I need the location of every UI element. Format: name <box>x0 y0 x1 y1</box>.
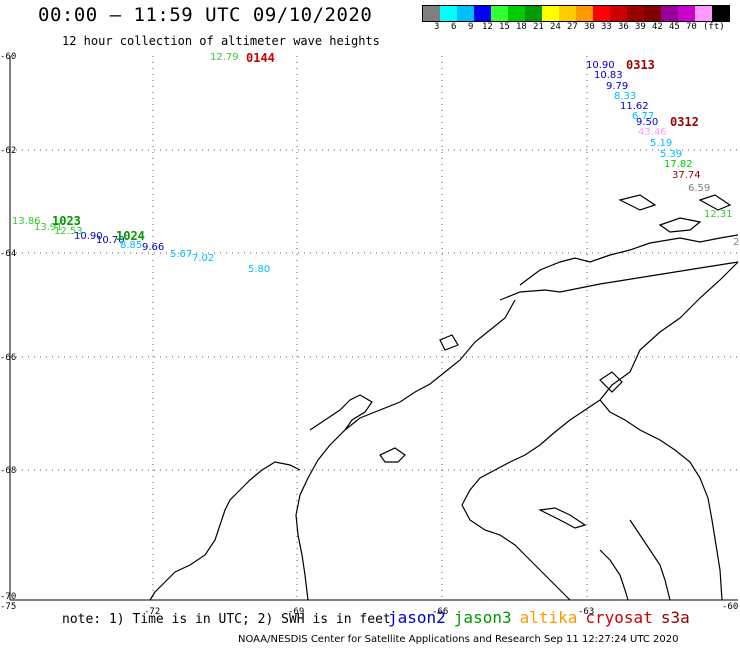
color-scale-label: 12 <box>482 22 493 32</box>
color-swatch <box>559 6 576 21</box>
wave-height-value: 10.90 <box>74 231 103 242</box>
satellite-name: cryosat <box>585 608 653 627</box>
wave-height-value: 12.79 <box>210 52 239 63</box>
color-scale-label: 39 <box>635 22 646 32</box>
wave-height-value: 11.62 <box>620 101 649 112</box>
wave-height-value: 10.83 <box>594 70 623 81</box>
satellite-legend: jason2 jason3 altika cryosat s3a <box>388 608 698 627</box>
wave-height-value: 37.74 <box>672 170 701 181</box>
color-scale-label: 9 <box>468 22 474 32</box>
pass-time-label: 0144 <box>246 51 275 65</box>
wave-height-value: 6.59 <box>688 183 711 194</box>
color-swatch <box>644 6 661 21</box>
color-scale-labels: 3 6 9 12 15 18 21 24 27 30 33 36 39 42 45 70 (ft) <box>422 22 740 34</box>
wave-height-value: 5.39 <box>660 149 683 160</box>
color-scale-label: 45 <box>669 22 680 32</box>
wave-height-value: 7.02 <box>192 253 215 264</box>
satellite-name: jason3 <box>453 608 512 627</box>
color-swatch <box>525 6 542 21</box>
color-swatch <box>457 6 474 21</box>
wave-height-value: 17.82 <box>664 159 693 170</box>
color-scale-label: (ft) <box>703 22 725 32</box>
color-scale-label: 36 <box>618 22 629 32</box>
color-swatch <box>593 6 610 21</box>
wave-height-value: 9.50 <box>636 117 659 128</box>
map-gridlines <box>10 56 738 600</box>
wave-height-value: 9.79 <box>606 81 629 92</box>
latitude-label: -68 <box>0 466 17 476</box>
color-swatch <box>508 6 525 21</box>
pass-time-label: 0313 <box>626 58 655 72</box>
wave-height-value: 10.90 <box>586 60 615 71</box>
color-scale-label: 27 <box>567 22 578 32</box>
wave-height-value: 9.66 <box>142 242 165 253</box>
wave-height-value: 8.85 <box>120 240 143 251</box>
pass-time-label: 1023 <box>52 214 81 228</box>
longitude-label: -66 <box>432 607 449 617</box>
color-scale-label: 6 <box>451 22 457 32</box>
pass-time-label: 1024 <box>116 229 145 243</box>
footer-credit: NOAA/NESDIS Center for Satellite Applica… <box>238 634 679 645</box>
color-swatch <box>610 6 627 21</box>
latitude-label: -70 <box>0 592 17 602</box>
wave-height-value: 5.19 <box>650 138 673 149</box>
color-scale-label: 30 <box>584 22 595 32</box>
wave-height-value: 12.53 <box>54 226 83 237</box>
wave-height-value: 2 <box>733 237 740 248</box>
color-swatch <box>542 6 559 21</box>
longitude-label: -69 <box>288 607 305 617</box>
pass-time-label: 0312 <box>670 115 699 129</box>
wave-height-value: 5.80 <box>248 264 271 275</box>
longitude-label: -75 <box>0 602 17 612</box>
wave-height-value: 13.86 <box>12 216 41 227</box>
latitude-label: -62 <box>0 146 17 156</box>
latitude-label: -64 <box>0 249 17 259</box>
satellite-name: altika <box>519 608 578 627</box>
color-swatch <box>423 6 440 21</box>
color-scale-label: 70 <box>686 22 697 32</box>
wave-height-value: 6.77 <box>632 111 655 122</box>
satellite-name: s3a <box>660 608 690 627</box>
color-swatch <box>576 6 593 21</box>
color-swatch <box>627 6 644 21</box>
map-subtitle: 12 hour collection of altimeter wave hei… <box>62 34 380 48</box>
wave-height-value: 10.70 <box>96 235 125 246</box>
color-swatch <box>712 6 729 21</box>
color-scale-label: 33 <box>601 22 612 32</box>
color-swatch <box>491 6 508 21</box>
color-scale-label: 15 <box>499 22 510 32</box>
latitude-label: -60 <box>0 52 17 62</box>
longitude-label: -63 <box>578 607 595 617</box>
satellite-name: jason2 <box>388 608 446 627</box>
longitude-label: -72 <box>144 607 161 617</box>
wave-height-value: 13.91 <box>34 222 63 233</box>
color-swatch <box>695 6 712 21</box>
footer-note: note: 1) Time is in UTC; 2) SWH is in fe… <box>62 612 391 627</box>
color-scale-label: 21 <box>533 22 544 32</box>
longitude-label: -60 <box>722 602 739 612</box>
color-swatch <box>474 6 491 21</box>
color-scale-bar <box>422 5 730 22</box>
color-swatch <box>678 6 695 21</box>
color-scale-label: 3 <box>434 22 440 32</box>
coastline <box>149 194 739 601</box>
color-scale-label: 24 <box>550 22 561 32</box>
wave-height-value: 5.67 <box>170 249 193 260</box>
map-title: 00:00 – 11:59 UTC 09/10/2020 <box>38 4 373 26</box>
wave-height-value: 8.33 <box>614 91 637 102</box>
color-swatch <box>440 6 457 21</box>
wave-height-value: 12.31 <box>704 209 733 220</box>
color-scale-label: 42 <box>652 22 663 32</box>
color-scale-label: 18 <box>516 22 527 32</box>
wave-height-value: 43.46 <box>638 127 667 138</box>
color-swatch <box>661 6 678 21</box>
latitude-label: -66 <box>0 353 17 363</box>
